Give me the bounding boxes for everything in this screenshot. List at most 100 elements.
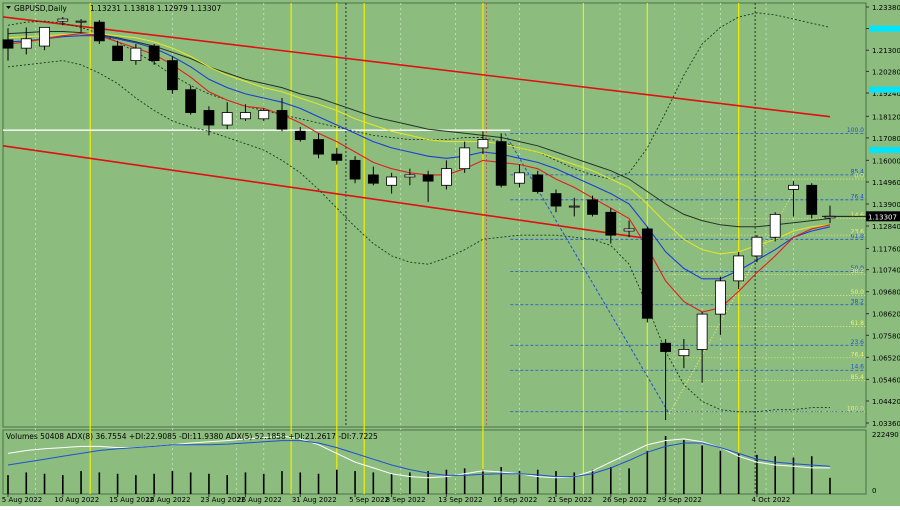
time-tick-label: 5 Sep 2022: [349, 496, 389, 504]
candle-body: [532, 174, 544, 192]
fibonacci-levels: 100.085.476.461.850.038.223.614.60.00.01…: [3, 127, 866, 415]
fib-yellow-label: 0.0: [854, 173, 864, 180]
volume-axis-label: 222490: [872, 431, 899, 439]
time-tick-label: 10 Aug 2022: [54, 496, 99, 504]
price-tick-label: 1.04420: [872, 398, 900, 406]
candle-body: [2, 39, 14, 49]
dropdown-triangle-icon: [6, 6, 11, 9]
adx-line-blue: [7, 440, 831, 478]
price-tick-label: 1.12840: [872, 223, 900, 231]
channel-upper-line: [2, 16, 831, 118]
cyan-level-marker: [869, 25, 900, 32]
price-tick-label: 1.11760: [872, 245, 900, 253]
bollinger-lower: [7, 60, 830, 413]
candle-body: [514, 172, 525, 184]
candle-body: [313, 139, 324, 155]
fib-yellow-label: 23.6: [851, 229, 865, 236]
price-tick-label: 1.08620: [872, 311, 900, 319]
time-tick-label: 26 Sep 2022: [603, 496, 647, 504]
price-tick-label: 1.09680: [872, 289, 900, 297]
price-tick-label: 1.03360: [872, 420, 900, 428]
candle-body: [221, 112, 233, 126]
moving-average-yellow: [7, 33, 831, 255]
candle-body: [39, 26, 50, 47]
price-tick-label: 1.06520: [872, 354, 900, 362]
candle-body: [459, 147, 471, 170]
fib-yellow-label: 38.2: [851, 268, 865, 275]
candle-body: [641, 228, 653, 319]
candle-body: [660, 342, 671, 352]
candle-body: [112, 45, 123, 62]
candle-body: [130, 47, 142, 62]
moving-average-red: [7, 33, 831, 313]
candle-body: [422, 174, 434, 182]
time-tick-label: 26 Aug 2022: [237, 496, 282, 504]
candle-body: [367, 174, 379, 184]
candle-body: [240, 112, 251, 120]
candle-body: [477, 139, 489, 149]
fib-blue-label: 61.8: [851, 233, 865, 240]
price-axis: 1.233801.223401.213001.202801.192401.181…: [866, 4, 900, 428]
time-tick-label: 18 Aug 2022: [146, 496, 191, 504]
time-tick-label: 21 Sep 2022: [548, 496, 592, 504]
price-tick-label: 1.13900: [872, 201, 900, 209]
price-tick-label: 1.07580: [872, 332, 900, 340]
current-price-box: [866, 211, 900, 222]
price-tick-label: 1.23380: [872, 4, 900, 12]
fib-blue-diagonal: [504, 133, 670, 415]
time-tick-label: 5 Aug 2022: [2, 496, 42, 504]
price-tick-label: 1.21300: [872, 47, 900, 55]
time-tick-label: 29 Sep 2022: [657, 496, 701, 504]
candle-body: [276, 110, 288, 130]
symbol-title: GBPUSD,Daily: [14, 4, 67, 13]
volume-indicator-header: Volumes 50408 ADX(8) 36.7554 +DI:22.9085…: [6, 432, 378, 441]
candle-body: [788, 184, 799, 190]
candle-body: [258, 110, 270, 120]
price-tick-label: 1.18120: [872, 113, 900, 121]
candle-body: [440, 168, 452, 186]
time-tick-label: 4 Oct 2022: [752, 496, 791, 504]
candle-body: [20, 38, 32, 49]
indicator-lines: [2, 12, 831, 413]
ohlc-readout: 1.13231 1.13818 1.12979 1.13307: [90, 4, 221, 13]
candle-body: [93, 21, 105, 42]
candle-body: [623, 228, 635, 232]
candle-body: [568, 205, 580, 208]
time-tick-label: 16 Sep 2022: [493, 496, 537, 504]
price-tick-label: 1.10740: [872, 267, 900, 275]
moving-average-blue: [7, 35, 831, 280]
candle-body: [203, 110, 215, 126]
fib-blue-label: 85.4: [851, 168, 865, 175]
channel-lower-line: [2, 145, 653, 241]
candle-body: [331, 153, 343, 161]
candles: [2, 16, 866, 421]
price-tick-label: 1.05460: [872, 376, 900, 384]
candle-body: [349, 159, 361, 180]
price-tick-label: 1.14960: [872, 179, 900, 187]
fib-blue-label: 23.6: [851, 339, 865, 346]
candle-body: [769, 213, 781, 238]
candle-body: [294, 130, 306, 140]
candle-body: [75, 20, 87, 23]
time-tick-label: 31 Aug 2022: [292, 496, 337, 504]
candle-body: [696, 313, 708, 350]
price-tick-label: 1.16000: [872, 157, 900, 165]
candle-body: [715, 280, 726, 315]
price-tick-label: 1.20280: [872, 68, 900, 76]
fib-blue-label: 50.0: [851, 265, 865, 272]
fib-blue-label: 38.2: [851, 298, 865, 305]
candle-body: [751, 236, 763, 257]
candle-body: [148, 45, 160, 62]
moving-average-dark: [7, 31, 831, 228]
current-price-label: 1.13307: [868, 213, 897, 221]
fib-blue-label: 76.4: [851, 193, 865, 200]
bollinger-upper: [7, 12, 831, 180]
candle-body: [386, 176, 398, 186]
fib-blue-label: 0.0: [854, 405, 864, 412]
cyan-level-marker: [869, 146, 900, 153]
fib-yellow-label: 85.4: [851, 374, 865, 381]
time-tick-label: 8 Sep 2022: [386, 496, 426, 504]
